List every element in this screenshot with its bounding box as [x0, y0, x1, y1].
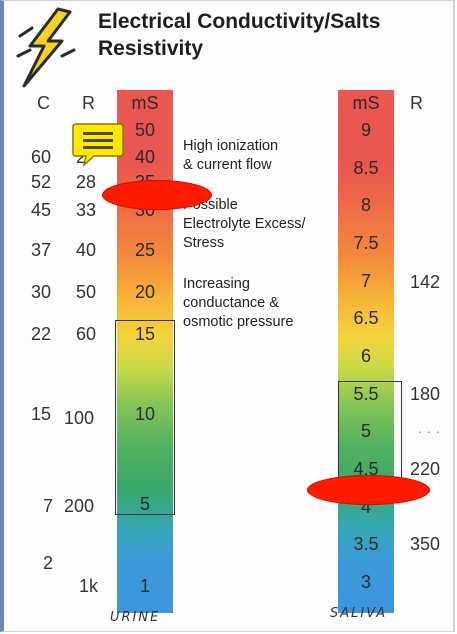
- urine-conductivity-bar: [117, 90, 173, 613]
- r-value-left: 40: [76, 240, 97, 260]
- ms-value-right: 4.5: [353, 459, 379, 479]
- r-value-left: 1k: [79, 576, 99, 596]
- c-value: 15: [31, 404, 52, 424]
- lightning-bolt-icon: [16, 7, 76, 88]
- ms-value-right: 3: [360, 572, 371, 592]
- c-value: 30: [31, 282, 52, 302]
- ms-value-left: 1: [139, 576, 150, 596]
- ms-value-right: 6.5: [353, 308, 379, 328]
- ms-value-right: 3.5: [353, 534, 379, 554]
- ms-value-right: 8.5: [353, 158, 379, 178]
- ms-value-right: 8: [360, 195, 371, 215]
- high-ionization-text: High ionization & current flow: [183, 138, 279, 173]
- ms-value-left: 15: [134, 324, 156, 344]
- page-title: Electrical Conductivity/Salts Resistivit…: [98, 8, 380, 62]
- r-value-left: 100: [64, 408, 95, 428]
- ms-value-right: 9: [360, 120, 371, 140]
- r-value-right: 220: [410, 459, 441, 479]
- r-value-left: 50: [76, 282, 97, 302]
- ms-value-right: 7: [360, 271, 371, 291]
- c-value: 22: [31, 324, 52, 344]
- r-value-right: 142: [410, 272, 441, 292]
- ms-value-right: 7.5: [353, 233, 379, 253]
- ms-value-left: 10: [134, 404, 156, 424]
- saliva-caption: SALIVA: [330, 606, 388, 621]
- title-line-1: Electrical Conductivity/Salts: [98, 10, 381, 33]
- ms-value-right: 6: [360, 346, 371, 366]
- c-value: 60: [31, 147, 52, 167]
- c-value: 52: [31, 172, 52, 192]
- header-r-left: R: [82, 93, 95, 113]
- header-r-right: R: [410, 93, 423, 113]
- ms-value-right: 4: [360, 497, 371, 517]
- saliva-marker-ellipse: [307, 475, 430, 505]
- r-value-right: 180: [410, 384, 441, 404]
- header-c: C: [37, 93, 50, 113]
- r-value-right: ...: [418, 420, 445, 436]
- urine-marker-ellipse: [102, 180, 212, 210]
- c-value: 37: [31, 240, 52, 260]
- possible-excess-text: Possible Electrolyte Excess/ Stress: [183, 197, 306, 251]
- c-value: 2: [43, 553, 54, 573]
- r-value-right: 350: [410, 534, 441, 554]
- r-value-left: 28: [76, 172, 97, 192]
- urine-normal-range-box: [115, 320, 175, 515]
- r-value-left: 200: [64, 496, 95, 516]
- ms-value-left: 25: [134, 240, 156, 260]
- ms-value-left: 20: [134, 282, 156, 302]
- title-line-2: Resistivity: [98, 37, 204, 60]
- urine-caption: URINE: [110, 610, 161, 625]
- c-value: 7: [43, 496, 54, 516]
- ms-value-left: 40: [134, 147, 156, 167]
- r-value-left: 33: [76, 200, 97, 220]
- saliva-conductivity-bar: [338, 90, 394, 613]
- header-ms-right: mS: [352, 93, 380, 113]
- ms-value-left: 5: [139, 494, 150, 514]
- r-value-left: 60: [76, 324, 97, 344]
- sticky-note-icon[interactable]: [72, 121, 124, 167]
- c-value: 45: [31, 200, 52, 220]
- increasing-conductance-text: Increasing conductance & osmotic pressur…: [183, 276, 294, 330]
- ms-value-right: 5.5: [353, 384, 379, 404]
- header-ms-left: mS: [131, 93, 159, 113]
- ms-value-left: 50: [134, 120, 156, 140]
- r-value-left: 2: [76, 147, 87, 167]
- ms-value-right: 5: [360, 421, 371, 441]
